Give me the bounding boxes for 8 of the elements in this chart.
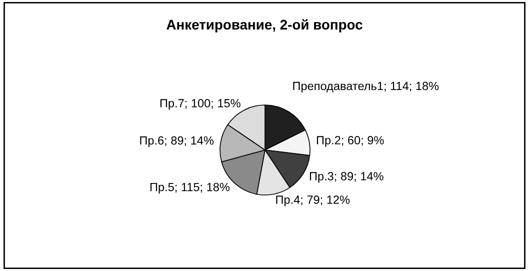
slice-label: Преподаватель1; 114; 18% (293, 82, 439, 92)
slice-label: Пр.7; 100; 15% (160, 99, 240, 110)
slice-label: Пр.2; 60; 9% (316, 136, 384, 147)
chart-title: Анкетирование, 2-ой вопрос (166, 19, 362, 32)
slice-label: Пр.5; 115; 18% (150, 182, 230, 194)
slice-label: Пр.4; 79; 12% (276, 196, 350, 206)
slice-label: Пр.3; 89; 14% (310, 172, 384, 183)
slice-label: Пр.6; 89; 14% (140, 136, 214, 147)
